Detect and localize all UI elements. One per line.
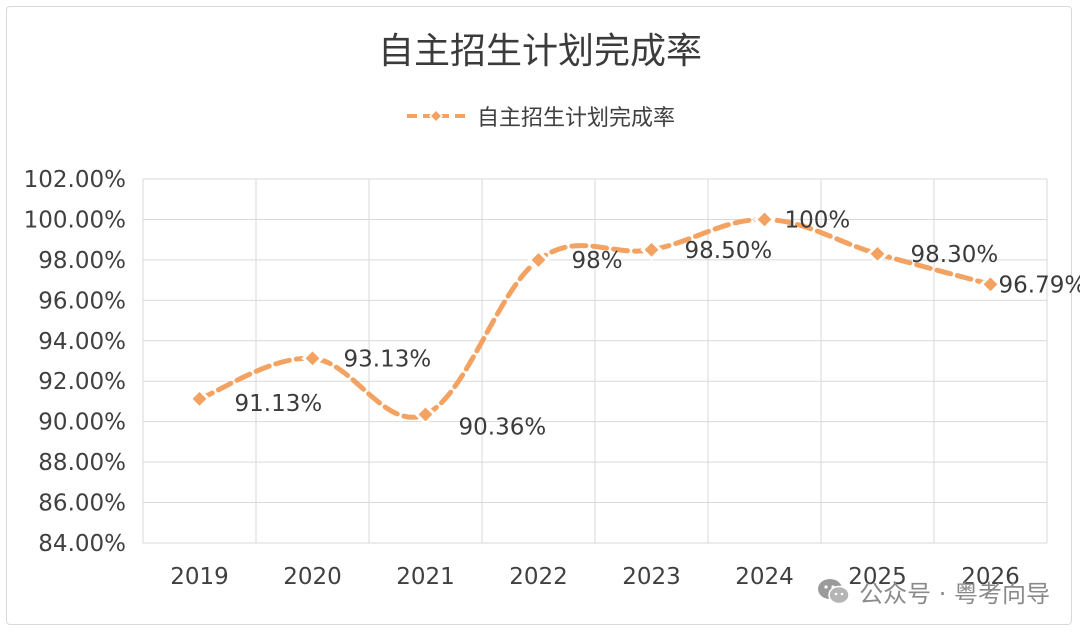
watermark-text: 公众号 · 粤考向导 bbox=[859, 580, 1050, 608]
data-label: 96.79% bbox=[999, 272, 1080, 298]
y-tick-label: 96.00% bbox=[38, 288, 126, 314]
data-label: 90.36% bbox=[459, 414, 547, 440]
data-point bbox=[979, 273, 1002, 296]
wechat-icon bbox=[818, 578, 850, 604]
x-tick-label: 2023 bbox=[622, 564, 681, 590]
y-tick-label: 92.00% bbox=[38, 369, 126, 395]
x-tick-label: 2019 bbox=[170, 564, 229, 590]
y-tick-label: 98.00% bbox=[38, 248, 126, 274]
data-label: 93.13% bbox=[344, 346, 432, 372]
y-tick-label: 84.00% bbox=[38, 531, 126, 557]
x-tick-label: 2026 bbox=[961, 564, 1020, 590]
x-tick-label: 2021 bbox=[396, 564, 455, 590]
legend-label: 自主招生计划完成率 bbox=[476, 106, 675, 131]
data-point bbox=[753, 208, 776, 231]
x-tick-label: 2022 bbox=[509, 564, 568, 590]
data-label: 98.30% bbox=[911, 242, 999, 268]
data-label: 91.13% bbox=[235, 391, 323, 417]
data-point bbox=[301, 347, 324, 370]
data-point bbox=[414, 403, 437, 426]
data-point bbox=[188, 387, 211, 410]
y-tick-label: 88.00% bbox=[38, 450, 126, 476]
y-tick-label: 94.00% bbox=[38, 329, 126, 355]
data-label: 98.50% bbox=[685, 238, 773, 264]
chart-title: 自主招生计划完成率 bbox=[377, 31, 702, 72]
data-point bbox=[527, 248, 550, 272]
watermark: 公众号 · 粤考向导 bbox=[817, 574, 1050, 609]
y-tick-label: 90.00% bbox=[38, 410, 126, 436]
chart-frame bbox=[6, 6, 1072, 625]
data-label: 100% bbox=[785, 207, 851, 233]
data-label: 98% bbox=[572, 248, 623, 274]
x-tick-label: 2020 bbox=[283, 564, 342, 590]
series-line bbox=[197, 216, 993, 420]
y-tick-label: 86.00% bbox=[38, 491, 126, 517]
y-tick-label: 100.00% bbox=[24, 207, 126, 233]
chart-legend: 自主招生计划完成率 bbox=[0, 100, 1080, 132]
legend-swatch bbox=[406, 108, 465, 124]
data-point bbox=[640, 238, 663, 261]
y-tick-label: 102.00% bbox=[24, 167, 126, 193]
data-point bbox=[866, 242, 889, 265]
x-tick-label: 2025 bbox=[848, 564, 907, 590]
x-tick-label: 2024 bbox=[735, 564, 794, 590]
